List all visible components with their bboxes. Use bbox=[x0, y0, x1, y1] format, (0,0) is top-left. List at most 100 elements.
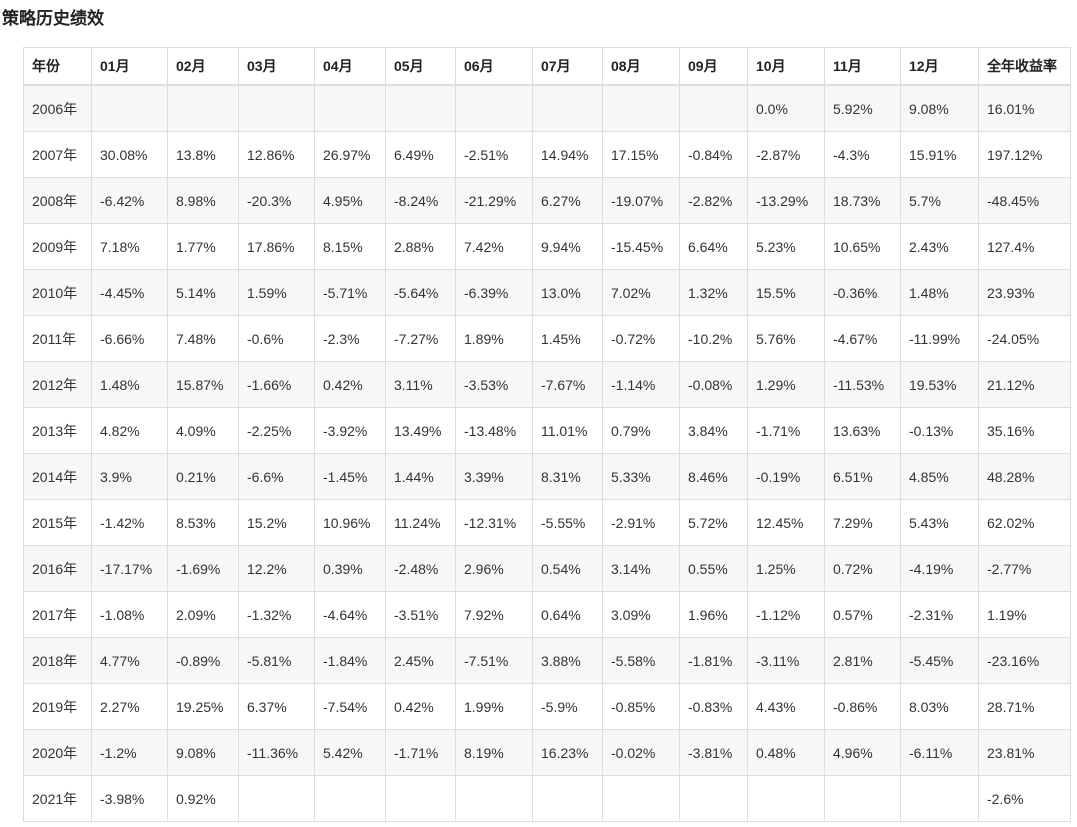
return-cell: -17.17% bbox=[91, 545, 168, 592]
return-cell: 2.45% bbox=[385, 637, 456, 684]
return-cell: 6.37% bbox=[238, 683, 315, 730]
return-cell: -0.6% bbox=[238, 315, 315, 362]
return-cell: 3.9% bbox=[91, 453, 168, 500]
header-cell: 02月 bbox=[167, 47, 239, 86]
return-cell: 12.45% bbox=[747, 499, 825, 546]
return-cell bbox=[532, 84, 603, 132]
return-cell: -2.6% bbox=[978, 775, 1071, 822]
return-cell: 5.43% bbox=[900, 499, 979, 546]
return-cell: 8.46% bbox=[679, 453, 748, 500]
return-cell: 16.23% bbox=[532, 729, 603, 776]
year-cell: 2007年 bbox=[23, 131, 92, 178]
return-cell: -4.67% bbox=[824, 315, 901, 362]
return-cell: -2.48% bbox=[385, 545, 456, 592]
table-row: 2009年 7.18% 1.77% 17.86% 8.15% 2.88% 7.42% 9.94… bbox=[23, 223, 1071, 270]
return-cell: -4.45% bbox=[91, 269, 168, 316]
return-cell: -11.99% bbox=[900, 315, 979, 362]
return-cell: 1.25% bbox=[747, 545, 825, 592]
return-cell: -7.67% bbox=[532, 361, 603, 408]
performance-table: 年份 01月 02月 03月 04月 05月 06月 07月 08月 09月 10月 11月 12月 全年… bbox=[23, 47, 1071, 822]
return-cell: 1.48% bbox=[91, 361, 168, 408]
return-cell: -1.69% bbox=[167, 545, 239, 592]
return-cell: 0.54% bbox=[532, 545, 603, 592]
return-cell: -1.66% bbox=[238, 361, 315, 408]
return-cell: 15.87% bbox=[167, 361, 239, 408]
return-cell bbox=[679, 775, 748, 822]
return-cell: 4.82% bbox=[91, 407, 168, 454]
return-cell: -6.11% bbox=[900, 729, 979, 776]
return-cell: -6.6% bbox=[238, 453, 315, 500]
return-cell: 2.81% bbox=[824, 637, 901, 684]
return-cell: 3.84% bbox=[679, 407, 748, 454]
return-cell: 9.08% bbox=[900, 84, 979, 132]
return-cell: 7.48% bbox=[167, 315, 239, 362]
return-cell: 21.12% bbox=[978, 361, 1071, 408]
return-cell: 1.45% bbox=[532, 315, 603, 362]
return-cell: 9.94% bbox=[532, 223, 603, 270]
return-cell bbox=[532, 775, 603, 822]
return-cell: -2.31% bbox=[900, 591, 979, 638]
header-cell: 09月 bbox=[679, 47, 748, 86]
year-cell: 2006年 bbox=[23, 84, 92, 132]
return-cell: 0.42% bbox=[314, 361, 386, 408]
return-cell: -4.3% bbox=[824, 131, 901, 178]
return-cell: -3.51% bbox=[385, 591, 456, 638]
return-cell: 0.39% bbox=[314, 545, 386, 592]
return-cell: 3.88% bbox=[532, 637, 603, 684]
table-row: 2018年 4.77% -0.89% -5.81% -1.84% 2.45% -7.51% 3… bbox=[23, 637, 1071, 684]
return-cell: 0.55% bbox=[679, 545, 748, 592]
return-cell: -0.08% bbox=[679, 361, 748, 408]
return-cell: -1.71% bbox=[385, 729, 456, 776]
year-cell: 2017年 bbox=[23, 591, 92, 638]
return-cell: 48.28% bbox=[978, 453, 1071, 500]
return-cell: -11.53% bbox=[824, 361, 901, 408]
return-cell: 7.18% bbox=[91, 223, 168, 270]
return-cell: 6.27% bbox=[532, 177, 603, 224]
return-cell: 8.15% bbox=[314, 223, 386, 270]
return-cell bbox=[602, 775, 680, 822]
return-cell: 19.53% bbox=[900, 361, 979, 408]
return-cell: 197.12% bbox=[978, 131, 1071, 178]
return-cell: 0.92% bbox=[167, 775, 239, 822]
return-cell: 2.88% bbox=[385, 223, 456, 270]
header-cell: 11月 bbox=[824, 47, 901, 86]
return-cell bbox=[238, 84, 315, 132]
header-cell: 07月 bbox=[532, 47, 603, 86]
return-cell: -24.05% bbox=[978, 315, 1071, 362]
return-cell: -6.66% bbox=[91, 315, 168, 362]
return-cell: 4.77% bbox=[91, 637, 168, 684]
return-cell: 11.01% bbox=[532, 407, 603, 454]
return-cell bbox=[679, 84, 748, 132]
return-cell: 23.93% bbox=[978, 269, 1071, 316]
return-cell: 1.44% bbox=[385, 453, 456, 500]
header-cell: 04月 bbox=[314, 47, 386, 86]
return-cell: 8.53% bbox=[167, 499, 239, 546]
return-cell: -13.48% bbox=[455, 407, 533, 454]
return-cell: 1.89% bbox=[455, 315, 533, 362]
return-cell: 1.59% bbox=[238, 269, 315, 316]
return-cell: 17.15% bbox=[602, 131, 680, 178]
return-cell: 0.57% bbox=[824, 591, 901, 638]
table-row: 2017年 -1.08% 2.09% -1.32% -4.64% -3.51% 7.92% 0… bbox=[23, 591, 1071, 638]
return-cell: 0.64% bbox=[532, 591, 603, 638]
return-cell: 1.19% bbox=[978, 591, 1071, 638]
return-cell: 13.63% bbox=[824, 407, 901, 454]
return-cell bbox=[747, 775, 825, 822]
return-cell: -7.54% bbox=[314, 683, 386, 730]
return-cell: -8.24% bbox=[385, 177, 456, 224]
year-cell: 2012年 bbox=[23, 361, 92, 408]
table-row: 2013年 4.82% 4.09% -2.25% -3.92% 13.49% -13.48%… bbox=[23, 407, 1071, 454]
return-cell: -4.64% bbox=[314, 591, 386, 638]
table-row: 2011年 -6.66% 7.48% -0.6% -2.3% -7.27% 1.89% 1.4… bbox=[23, 315, 1071, 362]
return-cell: 6.49% bbox=[385, 131, 456, 178]
return-cell: -5.9% bbox=[532, 683, 603, 730]
year-cell: 2014年 bbox=[23, 453, 92, 500]
return-cell: 127.4% bbox=[978, 223, 1071, 270]
return-cell: 23.81% bbox=[978, 729, 1071, 776]
return-cell bbox=[455, 84, 533, 132]
return-cell: -1.12% bbox=[747, 591, 825, 638]
return-cell: 5.23% bbox=[747, 223, 825, 270]
return-cell: 35.16% bbox=[978, 407, 1071, 454]
return-cell: -0.85% bbox=[602, 683, 680, 730]
